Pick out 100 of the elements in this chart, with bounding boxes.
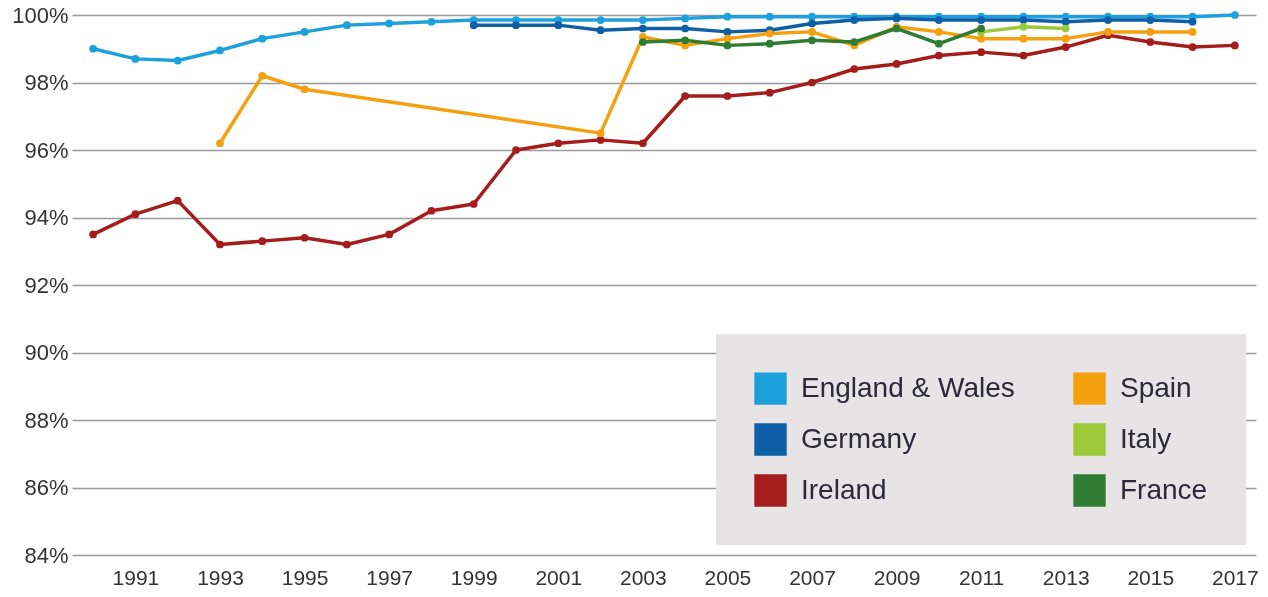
point	[427, 17, 436, 26]
point	[1188, 28, 1197, 36]
x-tick-label: 2009	[873, 565, 921, 589]
point	[89, 44, 98, 53]
y-tick-label: 84%	[24, 542, 69, 568]
point	[1019, 51, 1028, 60]
y-tick-label: 90%	[24, 340, 69, 365]
x-tick-label: 1997	[366, 565, 413, 589]
point	[300, 233, 309, 242]
point	[385, 19, 394, 28]
y-tick-label: 92%	[24, 272, 69, 298]
point	[342, 21, 351, 29]
point	[765, 88, 774, 97]
point	[216, 46, 224, 55]
point	[131, 55, 140, 63]
point	[469, 200, 478, 208]
point	[596, 129, 605, 137]
point	[258, 71, 267, 80]
point	[723, 34, 732, 43]
point	[934, 51, 943, 60]
point	[934, 16, 943, 24]
x-tick-label: 2015	[1127, 565, 1175, 589]
point	[554, 139, 563, 148]
legend-label: France	[1120, 473, 1208, 505]
point	[258, 237, 267, 245]
point	[808, 28, 816, 36]
point	[638, 24, 647, 33]
point	[1146, 38, 1155, 46]
point	[1061, 17, 1070, 26]
x-tick-label: 2001	[535, 565, 583, 589]
point	[1146, 28, 1155, 36]
point	[934, 28, 943, 36]
point	[512, 146, 520, 154]
point	[173, 196, 182, 205]
y-tick-label: 98%	[24, 70, 69, 95]
point	[681, 92, 690, 100]
point	[342, 240, 351, 249]
point	[850, 16, 859, 24]
point	[1104, 16, 1112, 24]
x-tick-label: 1995	[281, 565, 329, 589]
point	[89, 230, 98, 239]
y-tick-label: 96%	[24, 137, 69, 163]
point	[808, 19, 816, 28]
x-tick-label: 2007	[789, 565, 836, 589]
legend-label: Germany	[801, 422, 917, 454]
point	[765, 39, 774, 48]
point	[808, 78, 816, 87]
point	[1061, 34, 1070, 43]
point	[469, 21, 478, 29]
point	[977, 24, 986, 33]
point	[1019, 34, 1028, 43]
legend-label: Ireland	[801, 473, 887, 505]
x-tick-label: 1999	[450, 565, 498, 589]
point	[638, 139, 647, 148]
point	[596, 26, 605, 35]
point	[1146, 16, 1155, 24]
point	[258, 34, 267, 43]
point	[554, 21, 563, 29]
point	[427, 206, 436, 215]
point	[512, 21, 520, 29]
x-tick-label: 2017	[1212, 565, 1259, 589]
point	[681, 24, 690, 33]
point	[765, 12, 774, 21]
point	[1019, 22, 1028, 31]
y-tick-label: 88%	[24, 407, 69, 433]
x-tick-label: 2013	[1042, 565, 1090, 589]
point	[723, 92, 732, 100]
point	[638, 38, 647, 46]
legend-label: England & Wales	[801, 371, 1015, 403]
y-tick-label: 86%	[24, 475, 69, 500]
x-tick-label: 2011	[959, 565, 1005, 589]
point	[892, 60, 901, 68]
point	[300, 85, 309, 94]
point	[1230, 41, 1239, 50]
legend-label: Italy	[1120, 422, 1172, 454]
point	[300, 28, 309, 36]
x-tick-label: 1991	[112, 565, 160, 589]
point	[808, 12, 816, 21]
point	[596, 136, 605, 144]
point	[1019, 16, 1028, 24]
x-tick-label: 1993	[197, 565, 244, 589]
point	[977, 48, 986, 56]
point	[723, 28, 732, 36]
point	[1061, 24, 1070, 33]
point	[934, 39, 943, 48]
x-tick-label: 2003	[620, 565, 667, 589]
y-tick-label: 100%	[12, 2, 69, 28]
point	[723, 41, 732, 50]
point	[977, 34, 986, 43]
point	[977, 16, 986, 24]
point	[131, 210, 140, 218]
point	[1188, 17, 1197, 26]
y-tick-label: 94%	[24, 205, 69, 230]
point	[1188, 43, 1197, 51]
point	[681, 14, 690, 23]
point	[173, 56, 182, 65]
point	[808, 36, 816, 45]
point	[850, 65, 859, 73]
point	[596, 16, 605, 24]
point	[850, 38, 859, 46]
